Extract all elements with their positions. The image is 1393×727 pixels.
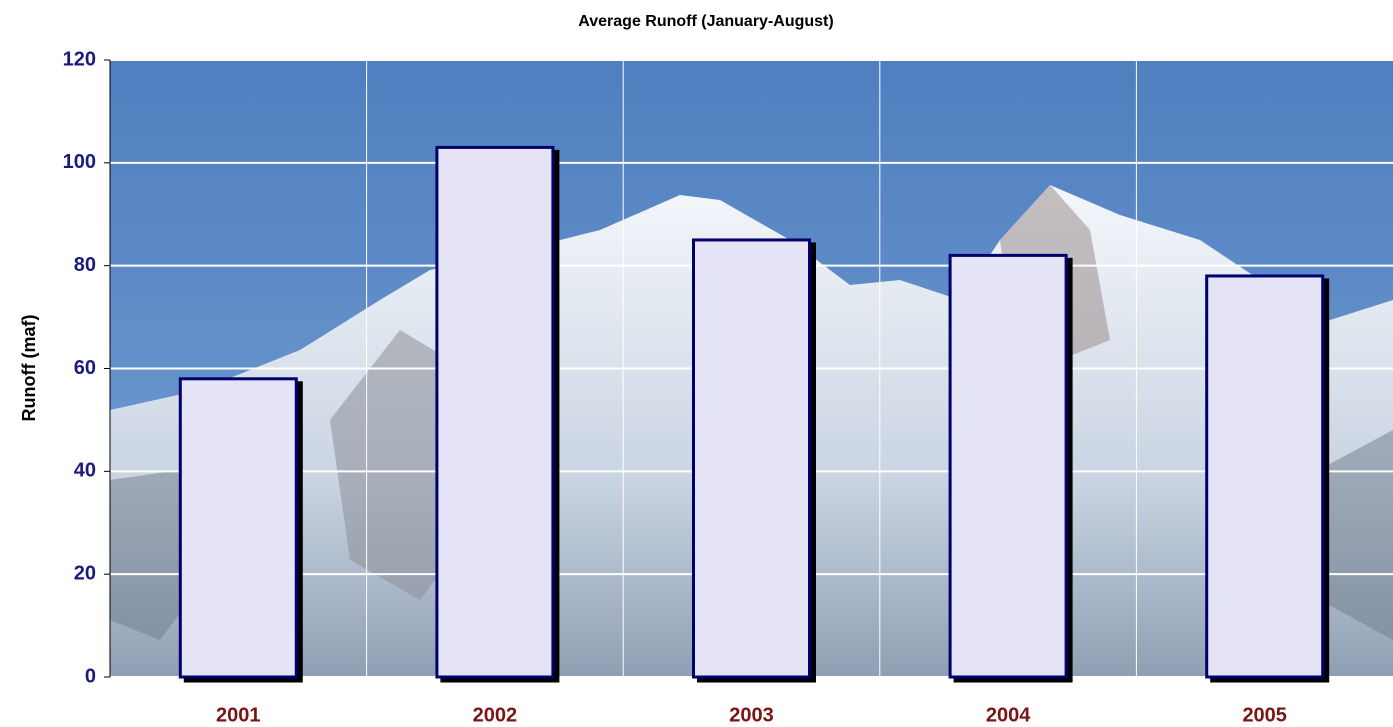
x-tick-label: 2005 (1242, 704, 1287, 726)
y-tick-label: 80 (74, 254, 96, 276)
bar (178, 377, 298, 679)
chart-title: Average Runoff (January-August) (578, 13, 833, 30)
x-tick-label: 2001 (216, 704, 261, 726)
y-tick-label: 100 (63, 151, 96, 173)
y-tick-label: 40 (74, 460, 96, 482)
bar (692, 238, 811, 679)
y-tick-label: 60 (74, 357, 96, 379)
bar (435, 145, 555, 679)
bar (1205, 274, 1325, 679)
y-axis-label: Runoff (maf) (19, 315, 39, 422)
y-tick-label: 20 (74, 562, 96, 584)
x-tick-label: 2003 (729, 704, 774, 726)
y-tick-label: 120 (63, 48, 96, 70)
x-tick-label: 2002 (473, 704, 518, 726)
x-tick-label: 2004 (986, 704, 1031, 726)
y-tick-label: 0 (85, 665, 96, 687)
bar (948, 253, 1068, 679)
